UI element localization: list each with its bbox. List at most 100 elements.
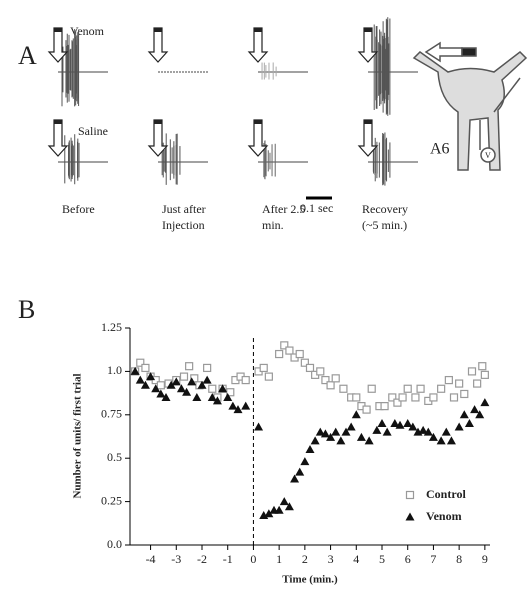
data-point xyxy=(280,341,289,350)
stimulus-arrow-cap xyxy=(154,120,162,124)
data-point xyxy=(315,427,325,436)
data-point xyxy=(130,366,140,375)
stimulus-arrow-cap xyxy=(54,28,62,32)
data-point xyxy=(341,427,351,436)
x-tick-label: 0 xyxy=(250,552,256,566)
data-point xyxy=(380,402,389,411)
data-point xyxy=(259,363,268,373)
data-point xyxy=(478,362,487,371)
stimulus-arrow-cap xyxy=(254,28,262,32)
stimulus-arrow xyxy=(247,27,269,63)
data-point xyxy=(305,445,315,454)
data-point xyxy=(310,436,320,445)
data-point xyxy=(176,384,186,393)
data-point xyxy=(364,436,374,445)
data-point xyxy=(187,377,197,386)
data-point xyxy=(284,502,294,511)
x-tick-label: 4 xyxy=(353,552,359,566)
electrode-label: V xyxy=(485,151,491,160)
data-point xyxy=(241,375,250,385)
stimulus-arrow-cap xyxy=(254,120,262,124)
data-point xyxy=(454,422,464,431)
x-tick-label: 8 xyxy=(456,552,462,566)
data-point xyxy=(436,436,446,445)
stimulus-arrow xyxy=(147,119,169,157)
data-point xyxy=(300,457,310,466)
panel-label: A xyxy=(18,41,37,70)
data-point xyxy=(218,384,228,393)
data-point xyxy=(446,436,456,445)
data-point xyxy=(444,375,453,385)
x-tick-label: -2 xyxy=(197,552,207,566)
scale-bar-label: 0.1 sec xyxy=(300,201,333,215)
data-point xyxy=(136,358,145,367)
data-point xyxy=(418,425,428,434)
data-point xyxy=(423,427,433,436)
stimulus-arrow xyxy=(357,119,379,157)
data-point xyxy=(403,384,412,393)
data-point xyxy=(411,393,420,402)
y-tick-label: 1.25 xyxy=(101,320,122,334)
data-point xyxy=(300,358,309,367)
data-point xyxy=(326,432,336,441)
data-point xyxy=(480,398,490,407)
data-point xyxy=(352,393,361,402)
stimulus-arrow xyxy=(247,119,269,157)
legend-label: Venom xyxy=(426,509,462,523)
data-point xyxy=(274,505,284,514)
x-tick-label: -1 xyxy=(223,552,233,566)
stimulus-arrow-cap xyxy=(364,120,372,124)
data-point xyxy=(449,393,459,402)
y-tick-label: 0.0 xyxy=(107,537,122,551)
legend-marker xyxy=(405,512,415,521)
data-point xyxy=(141,363,150,373)
data-point xyxy=(179,372,189,381)
data-point xyxy=(480,370,489,379)
stimulus-arrow-cap xyxy=(54,120,62,124)
data-point xyxy=(316,367,325,376)
data-point xyxy=(336,436,346,445)
data-point xyxy=(285,346,294,355)
data-point xyxy=(223,392,233,401)
data-point xyxy=(233,405,243,414)
data-point xyxy=(228,401,238,410)
caption: After 2.5 xyxy=(262,202,305,216)
data-point xyxy=(473,379,482,388)
row-label: Saline xyxy=(78,124,108,138)
data-point xyxy=(305,363,315,373)
data-point xyxy=(197,380,207,389)
data-point xyxy=(467,367,477,376)
data-point xyxy=(429,393,438,402)
data-point xyxy=(351,410,361,419)
data-point xyxy=(408,422,418,431)
x-tick-label: 3 xyxy=(328,552,334,566)
data-point xyxy=(203,363,212,373)
stimulus-arrow xyxy=(47,27,69,63)
stimulus-arrow-cap xyxy=(364,28,372,32)
data-point xyxy=(207,392,217,401)
legend-label: Control xyxy=(426,487,466,501)
data-point xyxy=(455,379,464,388)
x-tick-label: 2 xyxy=(302,552,308,566)
data-point xyxy=(356,432,366,441)
caption: Just after xyxy=(162,202,206,216)
x-tick-label: 7 xyxy=(430,552,436,566)
data-point xyxy=(416,384,425,393)
panel-label: B xyxy=(18,295,35,324)
data-point xyxy=(208,384,217,393)
x-tick-label: 5 xyxy=(379,552,385,566)
x-tick-label: 6 xyxy=(405,552,411,566)
data-point xyxy=(382,427,392,436)
data-point xyxy=(475,410,485,419)
data-point xyxy=(182,387,192,396)
data-point xyxy=(403,418,413,427)
data-point xyxy=(212,396,222,405)
neuron-diagram xyxy=(412,41,528,171)
data-point xyxy=(321,375,330,385)
x-tick-label: 1 xyxy=(276,552,282,566)
x-axis-label: Time (min.) xyxy=(282,574,338,586)
data-point xyxy=(339,384,348,393)
data-point xyxy=(185,362,194,371)
y-tick-label: 0.25 xyxy=(101,493,122,507)
